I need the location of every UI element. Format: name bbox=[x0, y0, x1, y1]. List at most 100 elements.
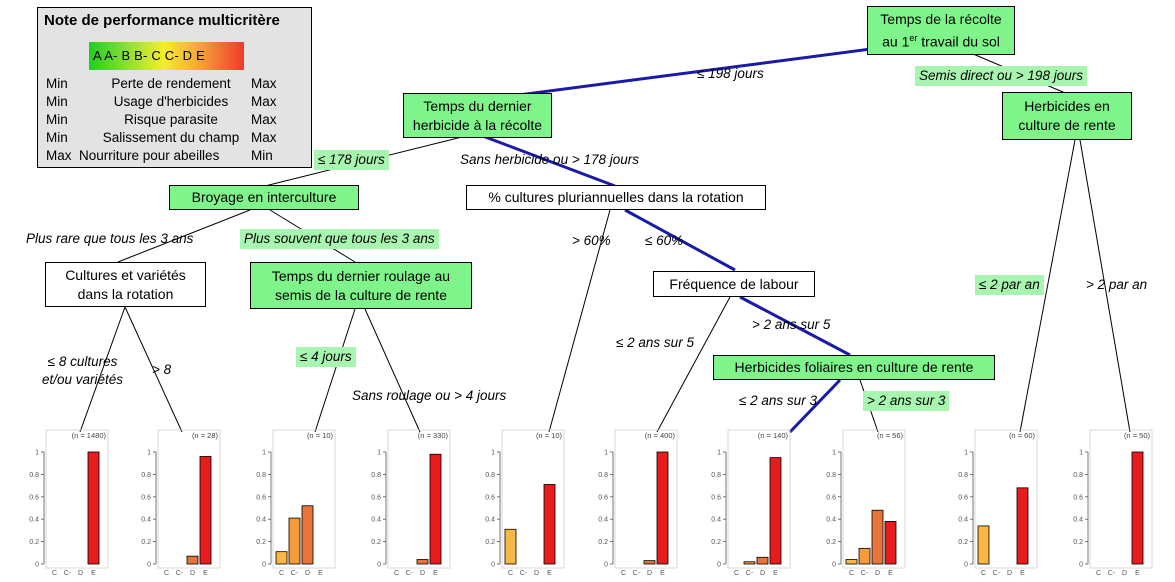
leaf-chart-frame bbox=[501, 429, 565, 569]
leaf-chart: (n = 28) 0 0.2 0.4 0.6 0.8 1 C C- D E bbox=[141, 429, 221, 577]
legend-title: Note de performance multicritère bbox=[44, 12, 280, 29]
leaf-chart-xtick-label: C- bbox=[1108, 570, 1116, 577]
leaf-chart-ytick-label: 1 bbox=[35, 450, 39, 457]
leaf-bar-cminus bbox=[858, 547, 871, 565]
leaf-chart-n: (n = 400) bbox=[645, 431, 676, 440]
legend-row-min: Min bbox=[46, 76, 68, 91]
leaf-chart-ytick-label: 0.2 bbox=[598, 539, 608, 546]
leaf-chart-ytick-label: 0.2 bbox=[826, 539, 836, 546]
edge-label: > 2 ans sur 5 bbox=[752, 317, 831, 332]
leaf-bar-e bbox=[656, 451, 669, 565]
leaf-chart-ytick-label: 0.6 bbox=[29, 494, 39, 501]
leaf-chart: (n = 1480) 0 0.2 0.4 0.6 0.8 1 C C- D E bbox=[29, 429, 109, 577]
leaf-chart-ytick-label: 0.4 bbox=[1073, 517, 1083, 524]
leaf-chart-ytick-label: 0.2 bbox=[958, 539, 968, 546]
legend-row: Min Risque parasite Max bbox=[46, 112, 308, 130]
leaf-bar-e bbox=[87, 451, 100, 565]
leaf-chart-ytick-label: 0 bbox=[1079, 562, 1083, 569]
edge-label: ≤ 2 par an bbox=[975, 275, 1044, 295]
leaf-chart-ytick-label: 0 bbox=[262, 562, 266, 569]
leaf-chart-ytick-label: 0 bbox=[491, 562, 495, 569]
leaf-chart-ytick-label: 1 bbox=[717, 450, 721, 457]
leaf-chart-ytick-label: 1 bbox=[604, 450, 608, 457]
edge-herbicides-leaf9 bbox=[1019, 139, 1076, 433]
leaf-bar-d bbox=[643, 560, 656, 565]
leaf-chart: (n = 400) 0 0.2 0.4 0.6 0.8 1 C C- D E bbox=[598, 429, 678, 577]
legend-row-min: Min bbox=[46, 112, 68, 127]
leaf-chart-ytick-label: 1 bbox=[262, 450, 266, 457]
leaf-chart-n: (n = 56) bbox=[877, 431, 904, 440]
edge-label: Plus souvent que tous les 3 ans bbox=[240, 229, 439, 249]
legend-row-max: Max bbox=[251, 76, 277, 91]
leaf-chart-ytick-label: 0.2 bbox=[711, 539, 721, 546]
leaf-chart-ytick-label: 0.8 bbox=[1073, 472, 1083, 479]
leaf-chart-ytick-label: 0.8 bbox=[141, 472, 151, 479]
leaf-chart-xtick-label: E bbox=[318, 570, 323, 577]
leaf-chart-ytick-label: 0 bbox=[377, 562, 381, 569]
node-text: Broyage en interculture bbox=[191, 189, 337, 205]
leaf-chart-ytick-label: 1 bbox=[832, 450, 836, 457]
leaf-chart-n: (n = 50) bbox=[1124, 431, 1151, 440]
leaf-chart-ytick-label: 0.2 bbox=[29, 539, 39, 546]
node-text: % cultures pluriannuelles dans la rotati… bbox=[488, 189, 744, 205]
leaf-chart-ytick-label: 1 bbox=[1079, 450, 1083, 457]
leaf-chart-xtick-label: E bbox=[433, 570, 438, 577]
leaf-chart-xtick-label: E bbox=[547, 570, 552, 577]
leaf-chart-frame bbox=[974, 429, 1038, 569]
leaf-chart-ytick-label: 0.6 bbox=[711, 494, 721, 501]
edge-herbicide-pluri bbox=[479, 133, 616, 188]
leaf-bar-d bbox=[301, 505, 314, 565]
leaf-bar-c bbox=[977, 525, 990, 565]
leaf-chart-xtick-label: C bbox=[981, 570, 986, 577]
leaf-chart: (n = 56) 0 0.2 0.4 0.6 0.8 1 C C- D E bbox=[826, 429, 906, 577]
leaf-chart: (n = 10) 0 0.2 0.4 0.6 0.8 1 C C- D E bbox=[485, 429, 565, 577]
leaf-chart: (n = 330) 0 0.2 0.4 0.6 0.8 1 C C- D E bbox=[371, 429, 451, 577]
edge-label: ≤ 2 ans sur 5 bbox=[616, 335, 694, 350]
leaf-chart-frame bbox=[727, 429, 791, 569]
leaf-bar-cminus bbox=[743, 561, 756, 565]
leaf-chart-n: (n = 60) bbox=[1009, 431, 1036, 440]
node-root-line1: Temps de la récolte bbox=[880, 10, 1002, 27]
leaf-chart-n: (n = 28) bbox=[192, 431, 219, 440]
leaf-chart-ytick-label: 1 bbox=[147, 450, 151, 457]
leaf-chart-xtick-label: D bbox=[420, 570, 425, 577]
node-text: Herbicides foliaires en culture de rente bbox=[734, 359, 974, 375]
leaf-chart-xtick-label: C- bbox=[176, 570, 184, 577]
legend-row-max: Max bbox=[251, 94, 277, 109]
legend-color-scale: A A- B B- C C- D E bbox=[89, 42, 244, 70]
legend-row: Min Salissement du champ Max bbox=[46, 130, 308, 148]
legend-row-criterion: Nourriture pour abeilles bbox=[79, 148, 220, 163]
edge-cultures-leaf2 bbox=[124, 306, 183, 433]
leaf-chart-n: (n = 140) bbox=[758, 431, 789, 440]
leaf-chart-ytick-label: 0.6 bbox=[598, 494, 608, 501]
node-cultures-pluriannuelles: % cultures pluriannuelles dans la rotati… bbox=[466, 185, 766, 210]
edge-label: > 2 ans sur 3 bbox=[863, 391, 950, 411]
edge-label: Sans roulage ou > 4 jours bbox=[352, 388, 507, 403]
leaf-chart: (n = 60) 0 0.2 0.4 0.6 0.8 1 C C- D E bbox=[958, 429, 1038, 577]
node-dernier-herbicide: Temps du dernier herbicide à la récolte bbox=[403, 93, 552, 138]
leaf-chart-ytick-label: 1 bbox=[491, 450, 495, 457]
legend-row-max: Max bbox=[251, 130, 277, 145]
leaf-bar-d bbox=[871, 509, 884, 565]
edge-roulage-leaf4 bbox=[364, 308, 421, 433]
legend-row: Min Perte de rendement Max bbox=[46, 76, 308, 94]
node-cultures-varietes: Cultures et variétés dans la rotation bbox=[45, 262, 206, 307]
leaf-bar-cminus bbox=[288, 517, 301, 565]
leaf-chart-xtick-label: D bbox=[647, 570, 652, 577]
leaf-chart-xtick-label: C- bbox=[993, 570, 1001, 577]
edge-cultures-leaf1 bbox=[79, 306, 126, 433]
leaf-chart-xtick-label: C bbox=[164, 570, 169, 577]
leaf-chart-frame bbox=[614, 429, 678, 569]
leaf-chart-xtick-label: C bbox=[508, 570, 513, 577]
leaf-chart: (n = 140) 0 0.2 0.4 0.6 0.8 1 C C- D E bbox=[711, 429, 791, 577]
leaf-chart-xtick-label: D bbox=[760, 570, 765, 577]
edge-label: ≤ 2 ans sur 3 bbox=[739, 393, 817, 408]
leaf-bar-e bbox=[1131, 451, 1144, 565]
edge-label: > 60% bbox=[572, 233, 611, 248]
node-root-line2: au 1er travail du sol bbox=[882, 32, 1000, 50]
node-line1: Herbicides en bbox=[1024, 98, 1110, 114]
node-line1: Temps du dernier roulage au bbox=[271, 267, 451, 284]
leaf-bar-c bbox=[504, 528, 517, 565]
leaf-chart-ytick-label: 0.8 bbox=[371, 472, 381, 479]
node-herbicides-culture: Herbicides en culture de rente bbox=[1002, 92, 1132, 140]
